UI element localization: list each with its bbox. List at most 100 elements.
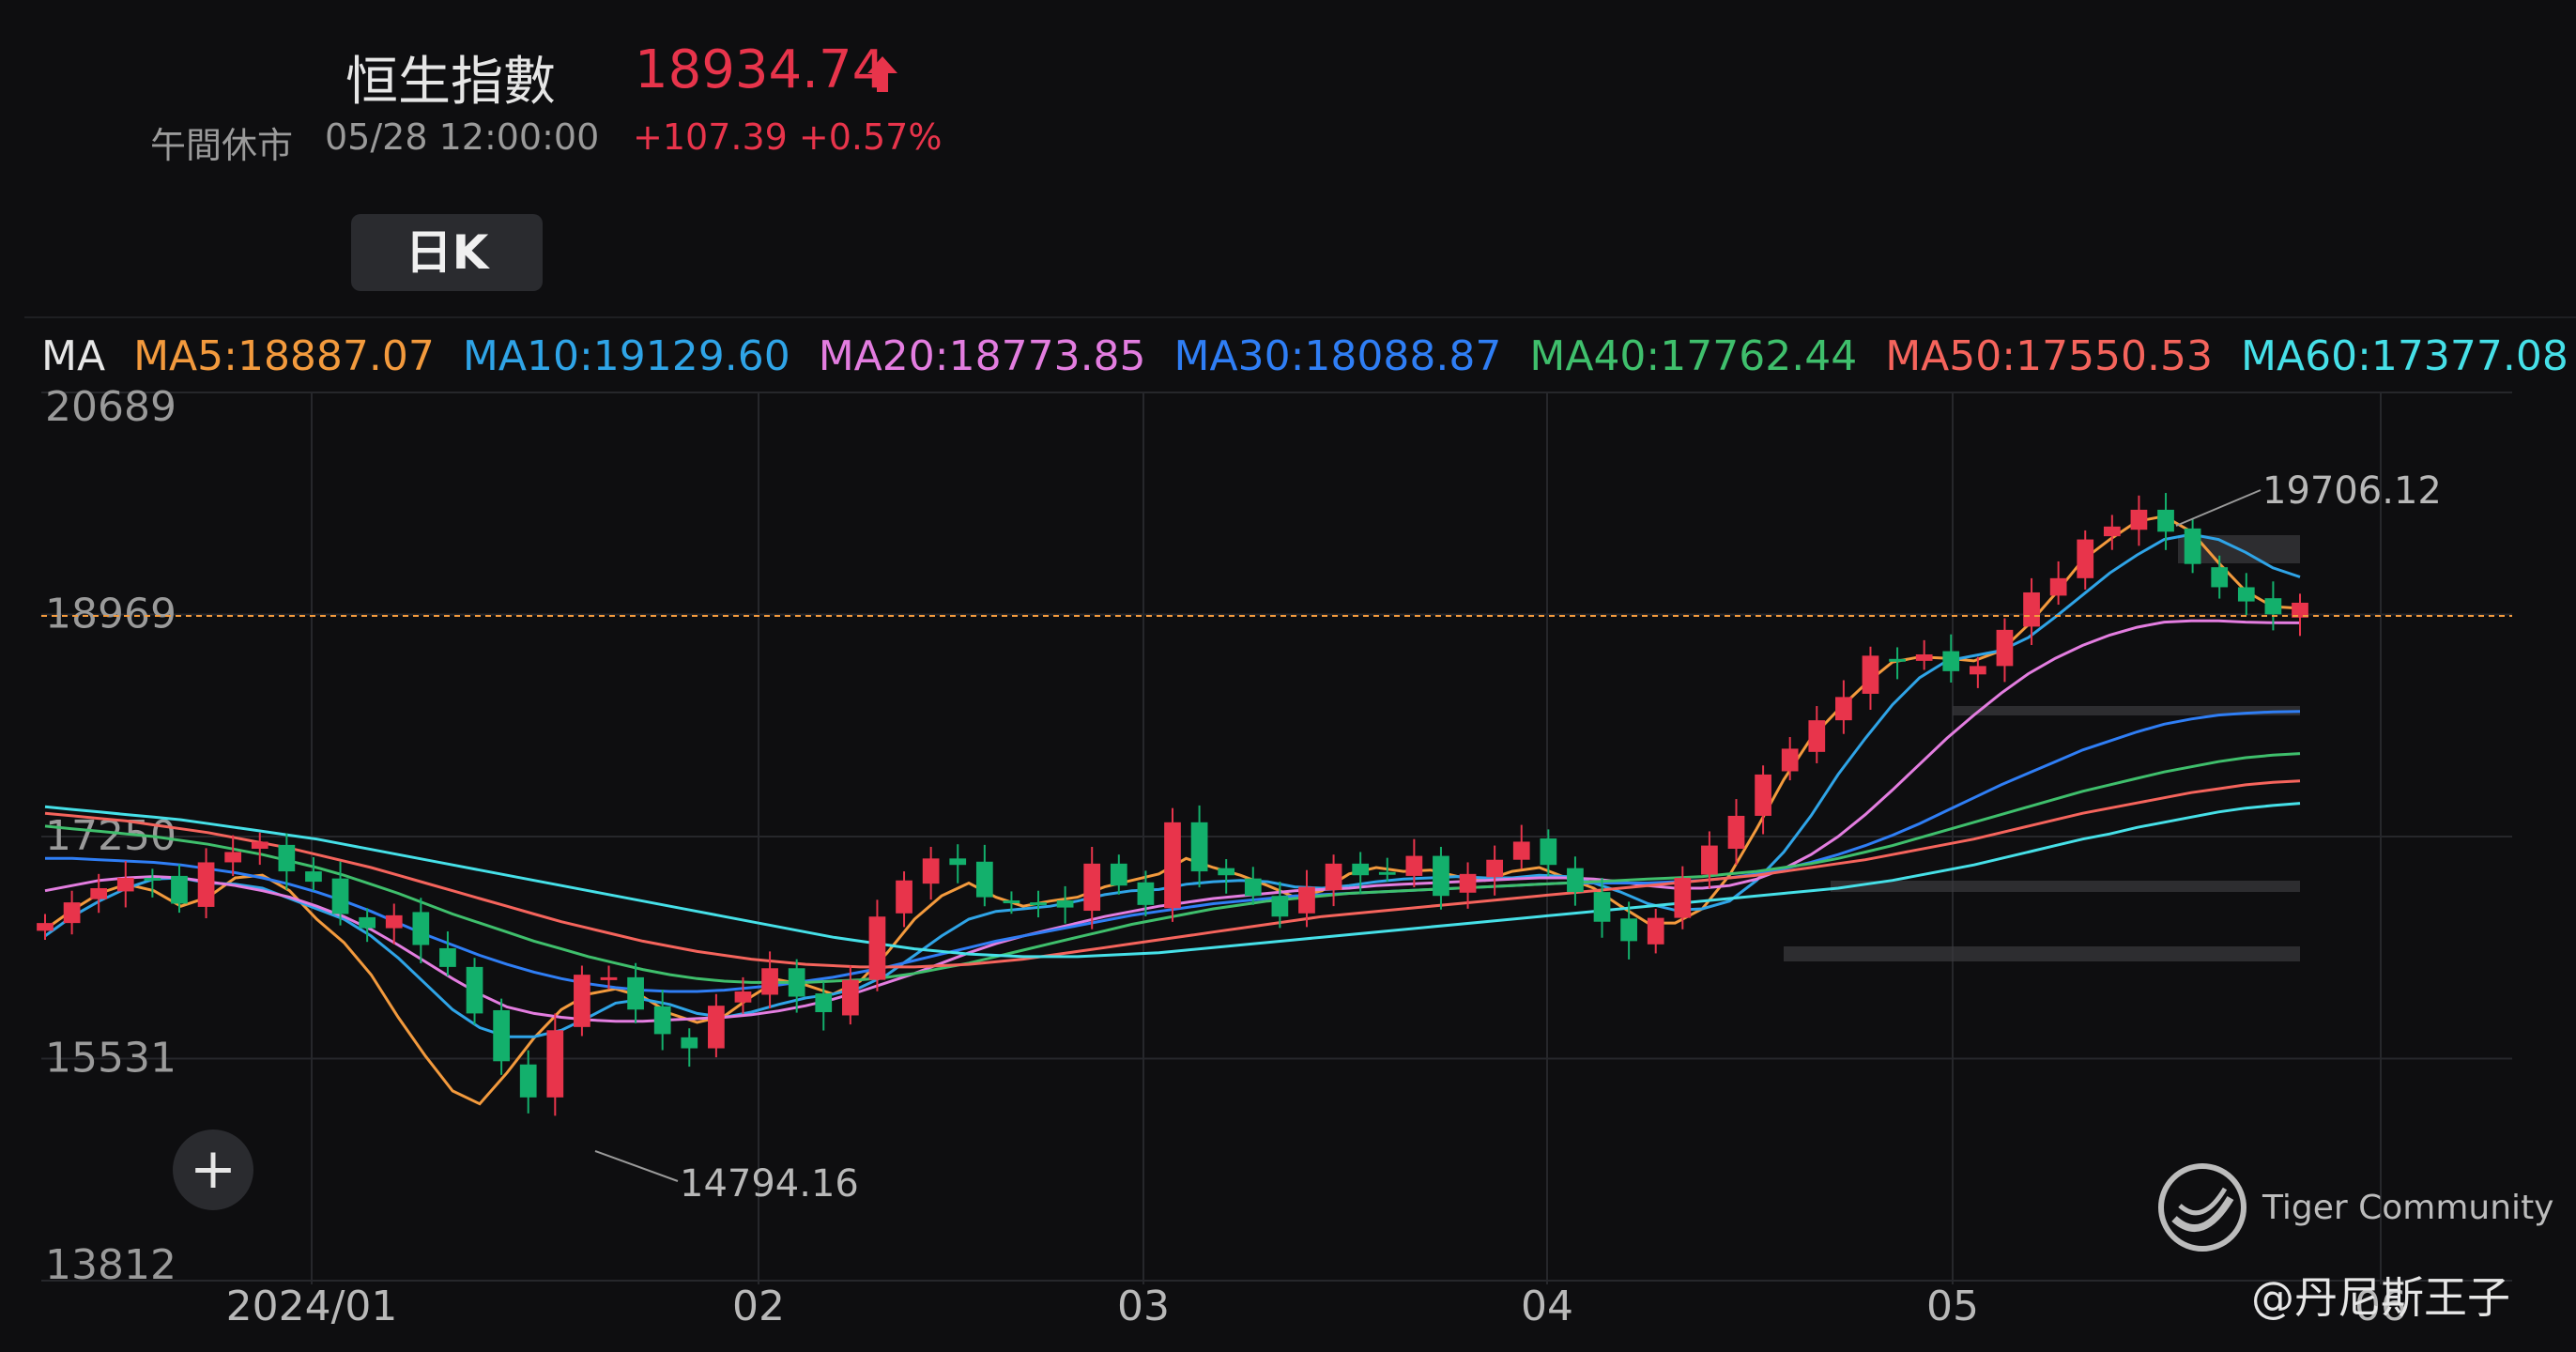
- candle-body: [975, 861, 993, 898]
- candle-body: [1755, 774, 1771, 816]
- x-tick-label: 02: [732, 1283, 785, 1330]
- candle-body: [493, 1009, 510, 1062]
- index-name: 恒生指數: [345, 52, 556, 113]
- candle-body: [1056, 900, 1074, 908]
- candle-body: [116, 877, 134, 892]
- candle-body: [2157, 509, 2174, 532]
- y-tick-label: 15531: [45, 1035, 176, 1083]
- price-zone-bar: [1831, 881, 2300, 892]
- candle-body: [1593, 892, 1611, 922]
- x-tick-label: 04: [1521, 1283, 1573, 1330]
- candle-body: [1647, 917, 1664, 945]
- candle-body: [171, 875, 188, 904]
- watermark-author: @丹尼斯王子: [2251, 1272, 2510, 1323]
- low-annotation-leader: [594, 1150, 679, 1182]
- ma30-value: MA30:18088.87: [1173, 332, 1502, 380]
- candle-body: [2049, 577, 2067, 596]
- high-annotation-leader: [2175, 489, 2262, 527]
- up-arrow-icon: [867, 56, 897, 92]
- period-daily-k-button[interactable]: 日K: [351, 214, 543, 291]
- candle-body: [868, 916, 886, 980]
- candle-body: [2130, 509, 2148, 530]
- candle-body: [1110, 863, 1127, 886]
- candle-body: [251, 841, 268, 850]
- candle-body: [1244, 878, 1262, 897]
- candle-body: [305, 871, 322, 883]
- candle-body: [761, 968, 778, 995]
- candle-body: [2237, 587, 2255, 602]
- quote-time: 05/28 12:00:00: [325, 116, 600, 158]
- candle-body: [144, 877, 161, 881]
- candle-body: [1433, 855, 1449, 897]
- candle-body: [949, 858, 967, 866]
- candle-body: [63, 902, 81, 924]
- candle-body: [546, 1030, 564, 1098]
- candle-body: [2077, 539, 2094, 578]
- candle-body: [2103, 526, 2121, 537]
- high-annotation-label: 19706.12: [2262, 469, 2442, 513]
- candle-body: [2023, 592, 2040, 627]
- candle-body: [1083, 863, 1101, 912]
- y-tick-label: 20689: [45, 383, 176, 431]
- price-zone-bar: [1953, 706, 2300, 715]
- candle-body: [197, 862, 215, 907]
- low-annotation-label: 14794.16: [680, 1162, 859, 1206]
- candle-body: [385, 914, 403, 929]
- candle-body: [1030, 902, 1047, 906]
- candle-body: [519, 1064, 537, 1098]
- y-tick-label: 18969: [45, 591, 176, 638]
- ma40-value: MA40:17762.44: [1529, 332, 1858, 380]
- candle-body: [466, 966, 483, 1014]
- candle-body: [841, 979, 859, 1016]
- x-tick-label: 06: [2354, 1283, 2407, 1330]
- candle-body: [1271, 896, 1289, 917]
- candle-body: [922, 858, 940, 884]
- candle-body: [1835, 697, 1852, 721]
- price-zone-bar: [1784, 946, 2300, 961]
- tiger-logo-icon: [2158, 1163, 2246, 1252]
- candle-body: [653, 1006, 671, 1035]
- ma-legend-label: MA: [41, 332, 106, 380]
- candle-body: [1889, 658, 1906, 662]
- x-tick-label: 2024/01: [226, 1283, 398, 1330]
- ma10-value: MA10:19129.60: [462, 332, 790, 380]
- candle-body: [1378, 871, 1396, 875]
- watermark-brand: Tiger Community: [2262, 1189, 2554, 1227]
- candle-body: [1567, 868, 1584, 893]
- candle-body: [2184, 528, 2201, 564]
- candle-body: [37, 923, 54, 931]
- market-status: 午間休市: [150, 125, 294, 166]
- candle-body: [1486, 859, 1504, 878]
- candle-body: [2264, 598, 2282, 615]
- candle-body: [1003, 900, 1020, 904]
- candle-body: [2292, 602, 2308, 618]
- ma20-value: MA20:18773.85: [818, 332, 1146, 380]
- candle-body: [1862, 655, 1879, 694]
- candle-body: [1727, 815, 1745, 850]
- candle-body: [278, 844, 296, 872]
- y-tick-label: 13812: [45, 1241, 176, 1289]
- candle-body: [734, 991, 752, 1003]
- candle-body: [708, 1006, 725, 1049]
- candle-body: [1164, 822, 1181, 909]
- x-tick-label: 03: [1117, 1283, 1170, 1330]
- ma-line-ma50: [44, 779, 2301, 969]
- candle-body: [90, 887, 108, 899]
- add-indicator-button[interactable]: +: [173, 1129, 253, 1210]
- price-change: +107.39 +0.57%: [633, 116, 943, 158]
- candle-body: [681, 1037, 698, 1049]
- candle-body: [1942, 651, 1960, 671]
- candle-body: [1540, 838, 1557, 866]
- candle-body: [627, 976, 644, 1010]
- candle-body: [1701, 845, 1718, 875]
- candle-body: [815, 993, 833, 1013]
- ma50-value: MA50:17550.53: [1885, 332, 2214, 380]
- candle-body: [574, 975, 590, 1027]
- candle-body: [1137, 882, 1155, 905]
- candle-body: [896, 880, 912, 914]
- candle-body: [1996, 629, 2014, 667]
- candle-body: [788, 968, 805, 997]
- candle-body: [1808, 720, 1826, 752]
- candle-body: [1298, 886, 1315, 914]
